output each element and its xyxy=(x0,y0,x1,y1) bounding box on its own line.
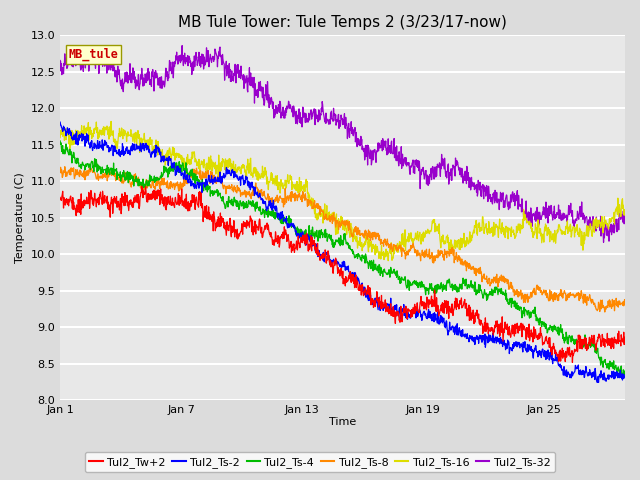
Legend: Tul2_Tw+2, Tul2_Ts-2, Tul2_Ts-4, Tul2_Ts-8, Tul2_Ts-16, Tul2_Ts-32: Tul2_Tw+2, Tul2_Ts-2, Tul2_Ts-4, Tul2_Ts… xyxy=(85,452,555,472)
X-axis label: Time: Time xyxy=(329,417,356,427)
Title: MB Tule Tower: Tule Temps 2 (3/23/17-now): MB Tule Tower: Tule Temps 2 (3/23/17-now… xyxy=(178,15,507,30)
Y-axis label: Temperature (C): Temperature (C) xyxy=(15,172,25,263)
Text: MB_tule: MB_tule xyxy=(68,48,118,61)
